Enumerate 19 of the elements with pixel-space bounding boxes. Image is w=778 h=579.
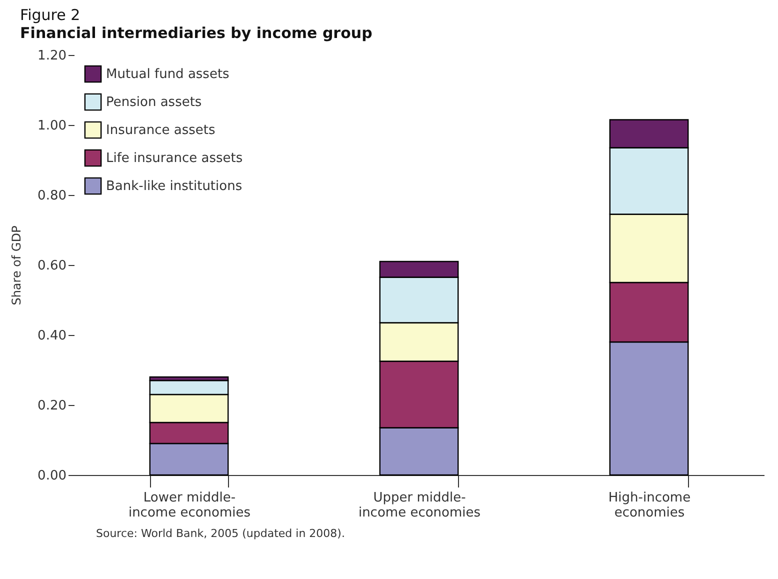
legend-label: Life insurance assets [106, 151, 243, 166]
chart-subtitle: Financial intermediaries by income group [20, 24, 373, 42]
legend-label: Mutual fund assets [106, 67, 230, 82]
y-tick-label: 1.00 [38, 118, 66, 134]
legend-label: Bank-like institutions [106, 179, 242, 194]
y-tick-label: 0.20 [38, 398, 66, 414]
source-note: Source: World Bank, 2005 (updated in 2008). [96, 527, 346, 540]
y-tick-label: 0.80 [38, 188, 66, 204]
y-axis-title: Share of GDP [10, 226, 24, 306]
chart-title: Figure 2 [20, 6, 80, 24]
x-tick-label: High-income economies [608, 490, 691, 520]
y-tick-label: 0.00 [38, 468, 66, 484]
y-tick-label: 1.20 [38, 48, 66, 64]
x-tick-label: Lower middle-income economies [128, 490, 251, 520]
legend-label: Pension assets [106, 95, 202, 110]
y-tick-label: 0.60 [38, 258, 66, 274]
x-tick-label: Upper middle-income economies [358, 490, 481, 520]
legend-label: Insurance assets [106, 123, 216, 138]
y-tick-label: 0.40 [38, 328, 66, 344]
